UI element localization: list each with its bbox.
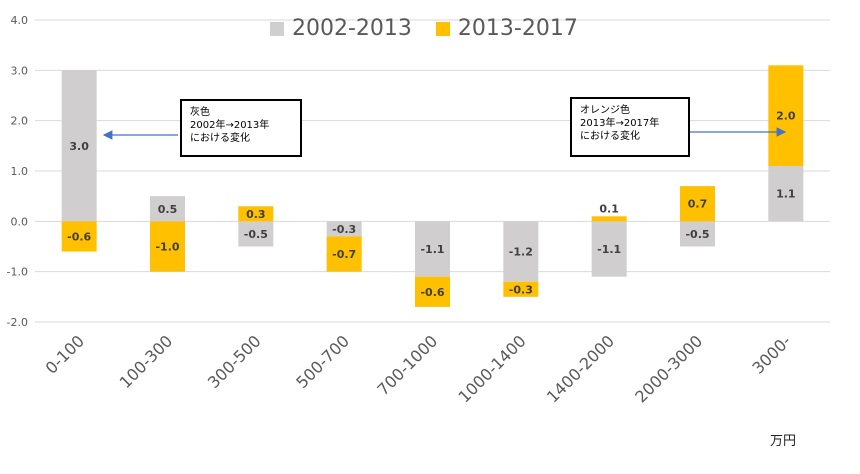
y-tick-label: -2.0 [7, 316, 28, 329]
data-label: 3.0 [69, 140, 89, 153]
data-label: -0.6 [67, 230, 91, 243]
bar-2013-2017 [415, 276, 450, 307]
y-tick-label: 3.0 [11, 64, 29, 77]
data-label: 1.1 [776, 188, 796, 201]
data-label: 0.1 [599, 202, 619, 215]
x-tick-label: 700-1000 [373, 331, 441, 399]
data-label: -1.2 [509, 246, 533, 259]
data-label: 0.5 [158, 203, 178, 216]
bar-2013-2017 [61, 221, 97, 252]
bar-2013-2017 [326, 236, 362, 272]
legend-item-2013-2017: 2013-2017 [435, 16, 578, 41]
bar-2002-2013 [326, 221, 362, 237]
y-tick-label: 0.0 [11, 215, 29, 228]
bar-2002-2013 [415, 221, 450, 277]
data-label: 2.0 [776, 110, 796, 123]
data-label: -0.6 [420, 286, 444, 299]
bar-2013-2017 [238, 206, 274, 222]
legend-item-2002-2013: 2002-2013 [270, 16, 412, 41]
bar-2013-2017 [768, 65, 804, 166]
bar-2002-2013 [238, 221, 274, 247]
legend-swatch-orange [435, 21, 450, 36]
bar-2002-2013 [503, 221, 539, 282]
data-label: -1.1 [420, 243, 444, 256]
bar-2002-2013 [768, 165, 804, 222]
y-tick-label: 2.0 [11, 115, 29, 128]
callout-orange-note: オレンジ色 2013年→2017年 における変化 [570, 97, 690, 157]
x-tick-label: 0-100 [42, 331, 88, 377]
bar-2002-2013 [150, 196, 185, 222]
data-label: -1.1 [597, 243, 621, 256]
legend: 2002-2013 2013-2017 [270, 16, 602, 41]
x-tick-label: 100-300 [116, 331, 177, 392]
y-tick-label: -1.0 [7, 266, 28, 279]
data-label: 0.3 [246, 208, 266, 221]
x-tick-label: 1400-2000 [543, 331, 618, 406]
x-tick-label: 1000-1400 [455, 331, 530, 406]
bar-2013-2017 [591, 216, 627, 222]
data-label: -0.3 [509, 283, 533, 296]
legend-label: 2002-2013 [292, 16, 412, 41]
y-tick-label: 4.0 [11, 14, 29, 27]
legend-label: 2013-2017 [457, 16, 578, 41]
data-label: -0.3 [332, 223, 356, 236]
bar-2013-2017 [150, 221, 185, 272]
x-tick-label: 3000- [748, 331, 794, 377]
callout-gray-note: 灰色 2002年→2013年 における変化 [180, 99, 302, 157]
unit-label: 万円 [770, 434, 797, 449]
bar-2013-2017 [503, 281, 539, 297]
bar-2013-2017 [680, 186, 715, 222]
bar-2002-2013 [61, 70, 97, 222]
legend-swatch-gray [270, 21, 284, 36]
x-tick-label: 2000-3000 [631, 331, 706, 406]
bar-2002-2013 [591, 221, 627, 277]
data-label: 0.7 [688, 198, 708, 211]
bar-2002-2013 [680, 221, 715, 247]
y-tick-label: 1.0 [11, 165, 29, 178]
x-tick-label: 500-700 [292, 331, 353, 392]
x-tick-label: 300-500 [204, 331, 265, 392]
data-label: -1.0 [155, 241, 179, 254]
data-label: -0.5 [244, 228, 268, 241]
data-label: -0.5 [685, 228, 709, 241]
data-label: -0.7 [332, 248, 356, 261]
